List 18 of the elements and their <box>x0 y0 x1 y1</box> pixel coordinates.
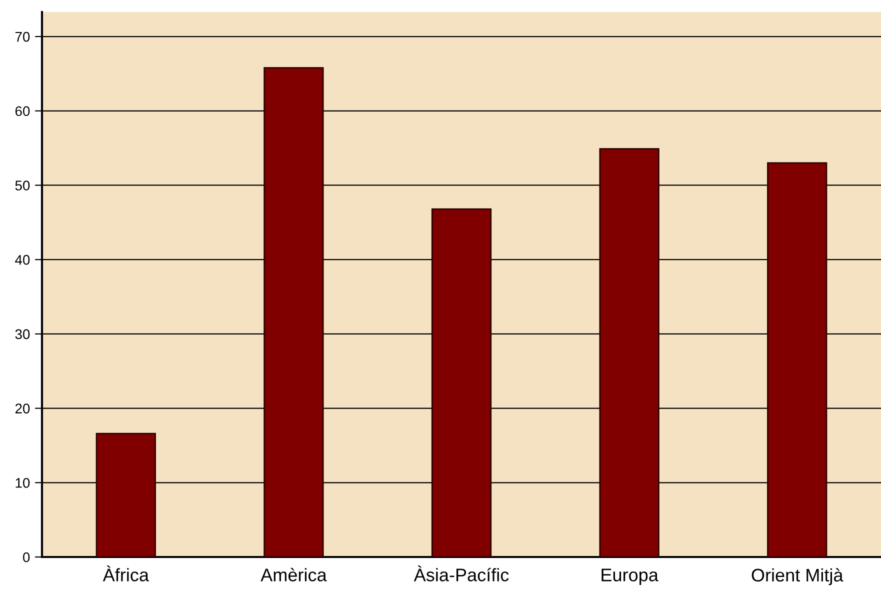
x-tick-label: Àfrica <box>102 566 149 582</box>
bar <box>599 148 660 557</box>
y-tick-label: 40 <box>15 254 30 265</box>
bar <box>767 162 828 557</box>
bar <box>431 208 492 557</box>
y-tick-label: 10 <box>16 478 30 488</box>
y-tick-label: 60 <box>15 106 30 116</box>
x-tick-label: Amèrica <box>260 568 327 582</box>
y-tick-label: 20 <box>15 404 30 414</box>
bar <box>96 432 156 557</box>
x-tick-label: Orient Mitjà <box>752 568 844 586</box>
y-tick-label: 0 <box>23 552 30 562</box>
y-tick-label: 70 <box>15 32 30 42</box>
y-tick-label: 50 <box>15 180 30 190</box>
y-tick-label: 30 <box>15 329 30 340</box>
bar <box>264 67 324 557</box>
x-tick-label: Àsia-Pacífic <box>414 566 509 582</box>
x-tick-label: Europa <box>602 568 658 585</box>
